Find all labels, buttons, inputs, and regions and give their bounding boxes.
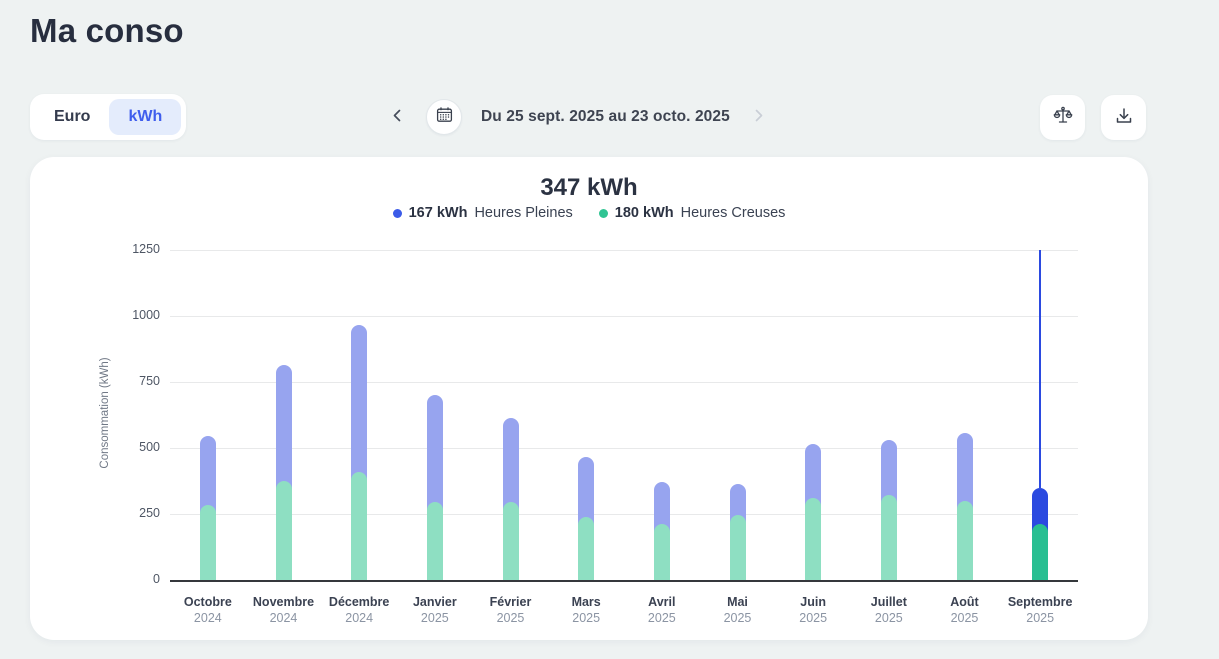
bar-février-heures-creuses[interactable]: [503, 502, 519, 580]
x-label-month: Mars: [548, 594, 624, 610]
y-tick-label: 750: [118, 374, 160, 388]
y-tick-label: 500: [118, 440, 160, 454]
x-label-year: 2025: [700, 610, 776, 626]
x-label-month: Août: [927, 594, 1003, 610]
x-label-year: 2025: [473, 610, 549, 626]
x-label-year: 2024: [246, 610, 322, 626]
x-label-month: Juin: [775, 594, 851, 610]
x-tick-label: Mars2025: [548, 594, 624, 626]
x-tick-label: Décembre2024: [321, 594, 397, 626]
x-tick-label: Septembre2025: [1002, 594, 1078, 626]
legend-item-heures-creuses: 180 kWh Heures Creuses: [599, 205, 786, 221]
legend-dot-heures-pleines-icon: [393, 209, 402, 218]
x-tick-label: Janvier2025: [397, 594, 473, 626]
x-tick-label: Octobre2024: [170, 594, 246, 626]
chevron-right-icon: [751, 108, 766, 126]
gridline: [170, 316, 1078, 317]
unit-toggle: Euro kWh: [30, 94, 186, 140]
x-label-month: Octobre: [170, 594, 246, 610]
balance-scale-icon: [1052, 105, 1074, 130]
y-tick-label: 1000: [118, 308, 160, 322]
gridline: [170, 250, 1078, 251]
x-axis-line: [170, 580, 1078, 582]
x-label-month: Février: [473, 594, 549, 610]
legend-dot-heures-creuses-icon: [599, 209, 608, 218]
x-label-year: 2025: [775, 610, 851, 626]
x-label-month: Juillet: [851, 594, 927, 610]
bar-septembre-heures-creuses[interactable]: [1032, 524, 1048, 580]
bar-juin-heures-creuses[interactable]: [805, 498, 821, 580]
legend-label-heures-creuses: Heures Creuses: [681, 205, 786, 221]
bar-avril-heures-creuses[interactable]: [654, 524, 670, 580]
bar-décembre-heures-creuses[interactable]: [351, 472, 367, 580]
compare-button[interactable]: [1040, 95, 1085, 140]
next-period-button[interactable]: [749, 106, 768, 128]
x-tick-label: Avril2025: [624, 594, 700, 626]
x-tick-label: Novembre2024: [246, 594, 322, 626]
x-label-year: 2025: [851, 610, 927, 626]
y-axis-label: Consommation (kWh): [99, 303, 111, 523]
legend-value-heures-pleines: 167 kWh: [409, 205, 468, 221]
unit-option-euro[interactable]: Euro: [35, 99, 109, 135]
x-label-month: Novembre: [246, 594, 322, 610]
x-label-year: 2025: [624, 610, 700, 626]
legend-item-heures-pleines: 167 kWh Heures Pleines: [393, 205, 573, 221]
x-label-year: 2025: [397, 610, 473, 626]
y-tick-label: 250: [118, 506, 160, 520]
download-icon: [1114, 106, 1134, 129]
x-label-year: 2024: [321, 610, 397, 626]
x-label-month: Mai: [700, 594, 776, 610]
bar-mai-heures-creuses[interactable]: [730, 515, 746, 580]
y-tick-label: 0: [118, 572, 160, 586]
chevron-left-icon: [390, 108, 405, 126]
chart-legend: 167 kWh Heures Pleines 180 kWh Heures Cr…: [30, 205, 1148, 221]
gridline: [170, 448, 1078, 449]
bar-janvier-heures-creuses[interactable]: [427, 502, 443, 580]
previous-period-button[interactable]: [388, 106, 407, 128]
date-range-label[interactable]: Du 25 sept. 2025 au 23 octo. 2025: [481, 108, 730, 126]
x-label-year: 2025: [1002, 610, 1078, 626]
x-label-year: 2024: [170, 610, 246, 626]
selected-bar-indicator-line: [1039, 250, 1041, 488]
x-label-month: Janvier: [397, 594, 473, 610]
bar-juillet-heures-creuses[interactable]: [881, 495, 897, 580]
x-label-month: Septembre: [1002, 594, 1078, 610]
calendar-icon: [436, 106, 453, 128]
bar-octobre-heures-creuses[interactable]: [200, 505, 216, 580]
gridline: [170, 382, 1078, 383]
x-label-month: Avril: [624, 594, 700, 610]
legend-label-heures-pleines: Heures Pleines: [474, 205, 572, 221]
x-tick-label: Mai2025: [700, 594, 776, 626]
download-button[interactable]: [1101, 95, 1146, 140]
bar-mars-heures-creuses[interactable]: [578, 517, 594, 580]
unit-option-kwh[interactable]: kWh: [109, 99, 181, 135]
x-tick-label: Juin2025: [775, 594, 851, 626]
date-navigator: Du 25 sept. 2025 au 23 octo. 2025: [388, 96, 768, 138]
page-title: Ma conso: [30, 12, 184, 50]
calendar-button[interactable]: [426, 99, 462, 135]
x-tick-label: Février2025: [473, 594, 549, 626]
x-label-year: 2025: [927, 610, 1003, 626]
bar-novembre-heures-creuses[interactable]: [276, 481, 292, 580]
consumption-chart-card: 347 kWh 167 kWh Heures Pleines 180 kWh H…: [30, 157, 1148, 640]
legend-value-heures-creuses: 180 kWh: [615, 205, 674, 221]
x-label-year: 2025: [548, 610, 624, 626]
x-tick-label: Août2025: [927, 594, 1003, 626]
chart-total-title: 347 kWh: [30, 174, 1148, 202]
gridline: [170, 514, 1078, 515]
x-label-month: Décembre: [321, 594, 397, 610]
bar-août-heures-creuses[interactable]: [957, 501, 973, 580]
x-tick-label: Juillet2025: [851, 594, 927, 626]
y-tick-label: 1250: [118, 242, 160, 256]
